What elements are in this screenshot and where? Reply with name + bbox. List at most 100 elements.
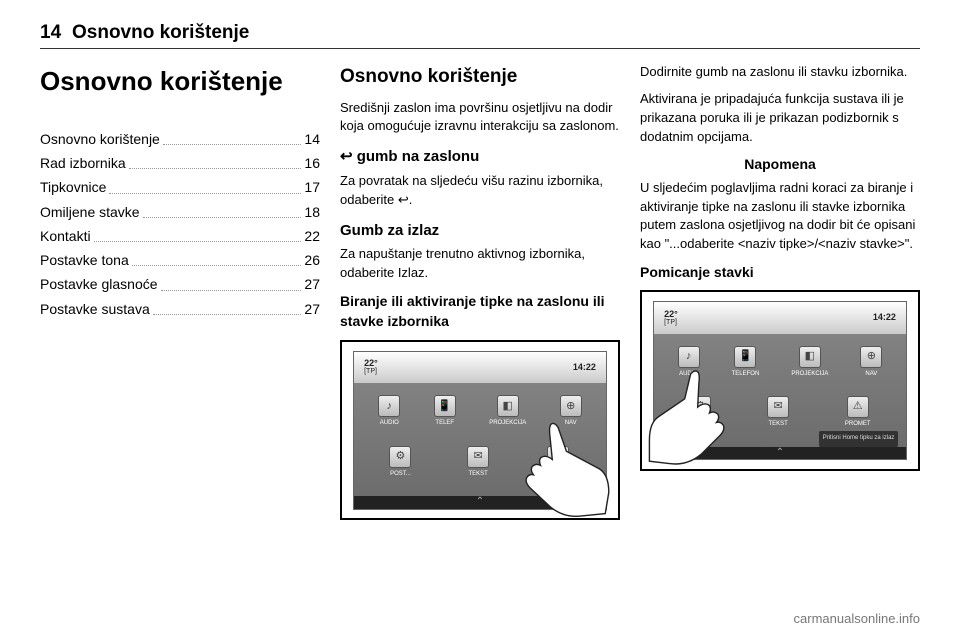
screenshot-tap: 22° [TP] 14:22 ♪ AUDIO 📱 TELEF ◧ PROJEKCIJA ⊕ N… bbox=[340, 340, 620, 521]
page: 14 Osnovno korištenje Osnovno korištenje… bbox=[0, 0, 960, 642]
footer-url: carmanualsonline.info bbox=[794, 611, 920, 626]
app-icon-label: NAV bbox=[865, 370, 877, 379]
app-icon-label: NAV bbox=[565, 419, 577, 428]
move-heading: Pomicanje stavki bbox=[640, 262, 920, 282]
toc-dots bbox=[132, 250, 302, 266]
column-2: Osnovno korištenje Središnji zaslon ima … bbox=[340, 63, 620, 520]
toc-dots bbox=[161, 274, 302, 290]
app-icon-glyph: ♪ bbox=[678, 346, 700, 368]
app-icon-label: AUDIO bbox=[380, 419, 399, 428]
toc-row: Postavke glasnoće27 bbox=[40, 274, 320, 294]
app-icon-label: PROMET bbox=[545, 470, 571, 479]
toc-page: 27 bbox=[304, 299, 320, 319]
icon-row-2: ⚙ POST... ✉ TEKST ⚠PROMET bbox=[362, 446, 599, 479]
toc-dots bbox=[163, 129, 302, 145]
icon-row-2: ⚙POST ✉ TEKST ⚠PROMET bbox=[662, 396, 899, 429]
app-icon-label: TELEF bbox=[435, 419, 454, 428]
status-left: 22° [TP] bbox=[364, 359, 378, 375]
tap-text-2: Aktivirana je pripadajuća funkcija susta… bbox=[640, 90, 920, 147]
screenshot-drag: 22° [TP] 14:22 ♪ AUDIO 📱TELEFON ◧PROJEKCIJA… bbox=[640, 290, 920, 471]
status-left: 22° [TP] bbox=[664, 310, 678, 326]
column-3: Dodirnite gumb na zaslonu ili stavku izb… bbox=[640, 63, 920, 520]
toc-row: Postavke tona 26 bbox=[40, 250, 320, 270]
app-icon-glyph: ⊕ bbox=[560, 395, 582, 417]
toc-label: Postavke glasnoće bbox=[40, 274, 158, 294]
app-icon-glyph: 📱 bbox=[434, 395, 456, 417]
toc-label: Postavke tona bbox=[40, 250, 129, 270]
app-icon-glyph: ⚙ bbox=[389, 446, 411, 468]
header-title: Osnovno korištenje bbox=[72, 22, 249, 44]
status-tp: [TP] bbox=[664, 319, 678, 326]
toc-row: Omiljene stavke18 bbox=[40, 202, 320, 222]
app-icon: ⚙POST bbox=[689, 396, 711, 429]
toc-row: Osnovno korištenje 14 bbox=[40, 129, 320, 149]
app-icon-label: PROMET bbox=[845, 420, 871, 429]
app-icon-glyph: ✉ bbox=[767, 396, 789, 418]
back-button-text: Za povratak na sljedeću višu razinu izbo… bbox=[340, 172, 620, 210]
toc-page: 14 bbox=[304, 129, 320, 149]
app-icon: ◧ PROJEKCIJA bbox=[489, 395, 526, 428]
screenshot-inner: 22° [TP] 14:22 ♪ AUDIO 📱TELEFON ◧PROJEKCIJA… bbox=[653, 301, 907, 460]
column-1: Osnovno korištenje Osnovno korištenje 14 R… bbox=[40, 63, 320, 520]
screenshot-inner: 22° [TP] 14:22 ♪ AUDIO 📱 TELEF ◧ PROJEKCIJA ⊕ N… bbox=[353, 351, 607, 510]
status-temp: 22° bbox=[364, 359, 378, 368]
app-icon: ⊕ NAV bbox=[560, 395, 582, 428]
app-icon: ♪ AUDIO bbox=[678, 346, 700, 379]
bottom-bar: ⌃ bbox=[654, 447, 906, 460]
toc: Osnovno korištenje 14 Rad izbornika16 Tipko… bbox=[40, 129, 320, 319]
toc-row: Tipkovnice17 bbox=[40, 177, 320, 197]
toc-dots bbox=[109, 177, 301, 193]
app-icon-label: PROJEKCIJA bbox=[489, 419, 526, 428]
toc-page: 22 bbox=[304, 226, 320, 246]
note-title: Napomena bbox=[640, 154, 920, 174]
app-icon-glyph: ◧ bbox=[497, 395, 519, 417]
toc-label: Postavke sustava bbox=[40, 299, 150, 319]
status-time: 14:22 bbox=[873, 311, 896, 324]
chevron-up-icon: ⌃ bbox=[476, 495, 484, 510]
app-icon: ⚠PROMET bbox=[845, 396, 871, 429]
exit-button-heading: Gumb za izlaz bbox=[340, 220, 620, 242]
toc-dots bbox=[143, 202, 302, 218]
toc-page: 26 bbox=[304, 250, 320, 270]
app-icon: ◧PROJEKCIJA bbox=[791, 346, 828, 379]
app-icon-glyph: ⚙ bbox=[689, 396, 711, 418]
app-icon-label: TEKST bbox=[468, 470, 487, 479]
chapter-title: Osnovno korištenje bbox=[40, 63, 320, 101]
toc-page: 17 bbox=[304, 177, 320, 197]
status-time: 14:22 bbox=[573, 361, 596, 374]
toc-page: 18 bbox=[304, 202, 320, 222]
app-icon-glyph: ♪ bbox=[378, 395, 400, 417]
icon-row-1: ♪AUDIO📱TELEFON◧PROJEKCIJA⊕NAV bbox=[662, 346, 899, 379]
toc-label: Rad izbornika bbox=[40, 153, 126, 173]
app-icon-glyph: ◧ bbox=[799, 346, 821, 368]
app-icon: ⚠PROMET bbox=[545, 446, 571, 479]
app-icon-glyph: ✉ bbox=[467, 446, 489, 468]
status-bar: 22° [TP] 14:22 bbox=[654, 302, 906, 333]
app-icon: ✉ TEKST bbox=[467, 446, 489, 479]
note-box: Napomena U sljedećim poglavljima radni k… bbox=[640, 154, 920, 254]
section-title: Osnovno korištenje bbox=[340, 63, 620, 91]
app-icon: ⚙ POST... bbox=[389, 446, 411, 479]
exit-button-text: Za napuštanje trenutno aktivnog izbornik… bbox=[340, 245, 620, 283]
note-text: U sljedećim poglavljima radni koraci za … bbox=[640, 179, 920, 254]
app-icon-label: TELEFON bbox=[732, 370, 760, 379]
status-bar: 22° [TP] 14:22 bbox=[354, 352, 606, 383]
tap-text-1: Dodirnite gumb na zaslonu ili stavku izb… bbox=[640, 63, 920, 82]
app-icon-label: POST... bbox=[390, 470, 411, 479]
icon-row-1: ♪ AUDIO 📱 TELEF ◧ PROJEKCIJA ⊕ NAV bbox=[362, 395, 599, 428]
app-icon: 📱TELEFON bbox=[732, 346, 760, 379]
app-icon-label: TEKST bbox=[768, 420, 787, 429]
toc-row: Postavke sustava 27 bbox=[40, 299, 320, 319]
intro-text: Središnji zaslon ima površinu osjetljivu… bbox=[340, 99, 620, 137]
hint-text: Pritisni Home tipku za izlaz bbox=[823, 434, 895, 443]
back-button-heading: ↩ gumb na zaslonu bbox=[340, 146, 620, 168]
page-number: 14 bbox=[40, 22, 72, 44]
toc-label: Osnovno korištenje bbox=[40, 129, 160, 149]
toc-label: Kontakti bbox=[40, 226, 91, 246]
chevron-up-icon: ⌃ bbox=[776, 446, 784, 461]
app-icon-label: AUDIO bbox=[679, 370, 698, 379]
columns: Osnovno korištenje Osnovno korištenje 14 R… bbox=[40, 63, 920, 520]
toc-dots bbox=[153, 299, 302, 315]
toc-row: Rad izbornika16 bbox=[40, 153, 320, 173]
status-tp: [TP] bbox=[364, 368, 378, 375]
